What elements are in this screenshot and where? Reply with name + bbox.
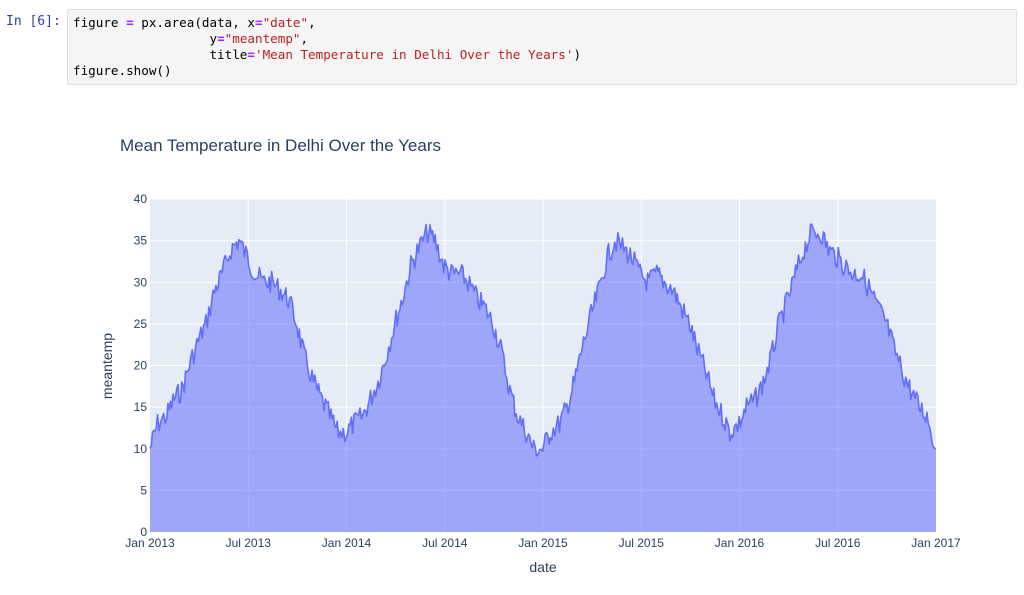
code-token: , — [308, 15, 316, 30]
x-tick-label: Jan 2014 — [322, 536, 372, 550]
y-tick-label: 10 — [134, 442, 148, 456]
code-token: = — [255, 15, 263, 30]
code-token: = — [126, 15, 134, 30]
code-token: title — [73, 47, 248, 62]
code-token: "meantemp" — [224, 31, 301, 46]
y-tick-label: 20 — [134, 359, 148, 373]
code-token: = — [217, 31, 225, 46]
code-token: y — [73, 31, 218, 46]
y-axis-ticks: 0 5 10 15 20 25 30 35 40 — [134, 192, 148, 539]
code-token: figure.show() — [73, 63, 172, 78]
code-token: = — [247, 47, 255, 62]
y-tick-label: 15 — [134, 400, 148, 414]
chart-title: Mean Temperature in Delhi Over the Years — [120, 136, 441, 155]
y-tick-label: 40 — [134, 192, 148, 206]
x-tick-label: Jul 2015 — [619, 536, 665, 550]
code-token: 'Mean Temperature in Delhi Over the Year… — [254, 47, 574, 62]
x-tick-label: Jul 2016 — [815, 536, 861, 550]
y-tick-label: 5 — [140, 483, 147, 497]
area-series — [149, 223, 937, 532]
code-token: ) — [573, 47, 582, 62]
x-tick-label: Jan 2016 — [715, 536, 765, 550]
code-text[interactable]: figure = px.area(data, x="date", y="mean… — [68, 10, 1016, 79]
cell-prompt: In [6]: — [6, 14, 61, 29]
y-tick-label: 0 — [140, 525, 147, 539]
x-tick-label: Jan 2017 — [911, 536, 961, 550]
x-tick-label: Jul 2013 — [226, 536, 272, 550]
code-token: "date" — [262, 15, 309, 30]
meantemp-line — [149, 223, 937, 457]
x-axis-label: date — [529, 559, 556, 575]
code-token: , — [300, 31, 309, 46]
area-fill — [150, 224, 936, 532]
code-editor[interactable]: figure = px.area(data, x="date", y="mean… — [67, 9, 1017, 85]
y-tick-label: 25 — [134, 317, 148, 331]
code-token: px.area(data, x — [133, 15, 255, 30]
x-tick-label: Jul 2014 — [422, 536, 468, 550]
x-tick-label: Jan 2015 — [518, 536, 568, 550]
x-tick-label: Jan 2013 — [125, 536, 175, 550]
x-axis-ticks: Jan 2013 Jul 2013 Jan 2014 Jul 2014 Jan 2015… — [125, 536, 961, 550]
y-tick-label: 35 — [134, 234, 148, 248]
y-tick-label: 30 — [134, 275, 148, 289]
y-axis-label: meantemp — [99, 333, 115, 399]
code-token: figure — [73, 15, 127, 30]
